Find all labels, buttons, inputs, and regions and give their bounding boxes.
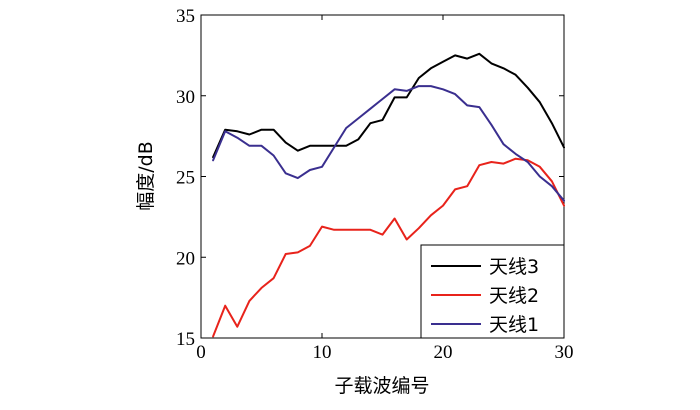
y-axis-label: 幅度/dB <box>135 141 157 211</box>
y-tick-label: 35 <box>176 6 195 27</box>
y-tick-label: 15 <box>176 329 195 350</box>
x-tick-label: 0 <box>196 342 206 363</box>
series-line-0 <box>212 52 565 159</box>
y-tick-label: 30 <box>176 87 195 108</box>
series-line-2 <box>212 85 565 202</box>
x-axis-label: 子载波编号 <box>334 375 429 397</box>
x-axis: 0 10 20 30 <box>196 15 574 363</box>
plot-area: 0 10 20 30 15 20 25 30 35 <box>176 6 574 363</box>
legend: 天线3 天线2 天线1 <box>420 244 565 339</box>
legend-label-2: 天线1 <box>489 314 539 336</box>
legend-label-1: 天线2 <box>489 285 539 307</box>
x-tick-label: 20 <box>434 342 453 363</box>
x-tick-label: 10 <box>313 342 332 363</box>
series-layer <box>212 52 565 338</box>
legend-box <box>420 244 565 339</box>
y-tick-label: 25 <box>176 168 195 189</box>
legend-label-0: 天线3 <box>489 256 539 278</box>
series-line-1 <box>212 157 565 338</box>
x-tick-label: 30 <box>555 342 574 363</box>
y-tick-label: 20 <box>176 248 195 269</box>
